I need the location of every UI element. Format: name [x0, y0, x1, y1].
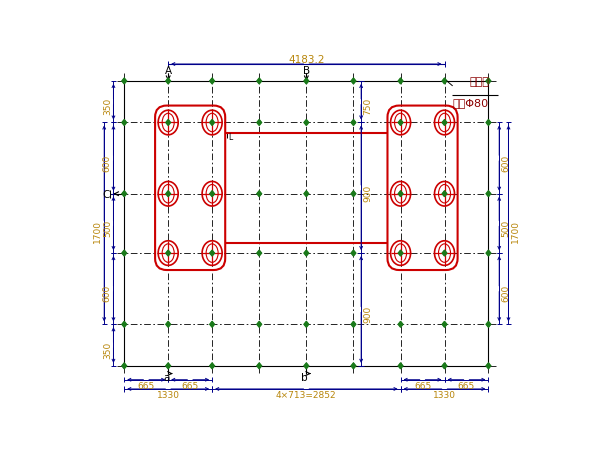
Polygon shape	[304, 78, 308, 84]
Text: 1700: 1700	[511, 220, 520, 243]
Polygon shape	[210, 191, 214, 197]
Polygon shape	[351, 191, 356, 197]
Polygon shape	[398, 363, 403, 369]
Polygon shape	[442, 363, 447, 369]
Text: 1700: 1700	[93, 220, 102, 243]
Text: 750: 750	[364, 98, 373, 116]
Polygon shape	[398, 120, 403, 126]
Text: C: C	[102, 190, 109, 200]
Polygon shape	[398, 250, 403, 256]
Polygon shape	[442, 250, 447, 256]
Polygon shape	[351, 250, 356, 256]
Text: 900: 900	[364, 306, 373, 323]
Polygon shape	[257, 250, 262, 256]
Polygon shape	[166, 78, 170, 84]
Polygon shape	[257, 120, 262, 126]
Polygon shape	[398, 78, 403, 84]
Text: 900: 900	[364, 184, 373, 202]
Polygon shape	[122, 191, 127, 197]
Polygon shape	[398, 321, 403, 327]
Polygon shape	[486, 363, 491, 369]
Polygon shape	[486, 321, 491, 327]
Polygon shape	[486, 191, 491, 197]
Text: 665: 665	[182, 382, 199, 391]
Polygon shape	[486, 250, 491, 256]
Polygon shape	[442, 78, 447, 84]
Text: 665: 665	[137, 382, 155, 391]
Polygon shape	[486, 78, 491, 84]
Polygon shape	[304, 191, 308, 197]
Polygon shape	[304, 250, 308, 256]
Polygon shape	[304, 321, 308, 327]
Polygon shape	[210, 363, 214, 369]
Polygon shape	[166, 250, 170, 256]
Text: B: B	[303, 66, 310, 76]
Text: 4×713=2852: 4×713=2852	[276, 391, 337, 400]
Polygon shape	[122, 363, 127, 369]
Text: 665: 665	[458, 382, 475, 391]
Text: a: a	[163, 373, 170, 382]
Polygon shape	[166, 363, 170, 369]
Polygon shape	[166, 191, 170, 197]
Polygon shape	[257, 363, 262, 369]
Text: b: b	[301, 373, 308, 382]
Polygon shape	[210, 250, 214, 256]
Polygon shape	[442, 120, 447, 126]
Text: 665: 665	[414, 382, 431, 391]
Polygon shape	[257, 321, 262, 327]
Text: 馒管桩: 馒管桩	[469, 77, 489, 87]
Polygon shape	[210, 78, 214, 84]
Text: 350: 350	[103, 342, 112, 359]
Polygon shape	[398, 191, 403, 197]
Text: 1330: 1330	[157, 391, 179, 400]
Polygon shape	[351, 78, 356, 84]
Polygon shape	[166, 321, 170, 327]
Text: 4183.2: 4183.2	[288, 54, 325, 65]
Polygon shape	[304, 363, 308, 369]
Polygon shape	[351, 120, 356, 126]
Text: 内径Φ80: 内径Φ80	[452, 98, 488, 108]
Polygon shape	[122, 250, 127, 256]
Polygon shape	[351, 321, 356, 327]
Polygon shape	[257, 78, 262, 84]
Text: A: A	[164, 66, 172, 76]
Text: 1330: 1330	[433, 391, 456, 400]
Polygon shape	[304, 120, 308, 126]
Polygon shape	[210, 120, 214, 126]
Polygon shape	[122, 78, 127, 84]
Polygon shape	[486, 120, 491, 126]
Text: 600: 600	[103, 155, 112, 172]
Polygon shape	[351, 363, 356, 369]
Text: 350: 350	[103, 98, 112, 116]
Text: 500: 500	[103, 220, 112, 237]
Polygon shape	[442, 321, 447, 327]
Polygon shape	[442, 191, 447, 197]
Polygon shape	[122, 120, 127, 126]
Polygon shape	[257, 191, 262, 197]
Text: 600: 600	[501, 285, 510, 302]
Polygon shape	[210, 321, 214, 327]
Text: 600: 600	[103, 285, 112, 302]
Text: L: L	[229, 133, 233, 142]
Polygon shape	[122, 321, 127, 327]
Polygon shape	[166, 120, 170, 126]
Text: 600: 600	[501, 155, 510, 172]
Text: 500: 500	[501, 220, 510, 237]
